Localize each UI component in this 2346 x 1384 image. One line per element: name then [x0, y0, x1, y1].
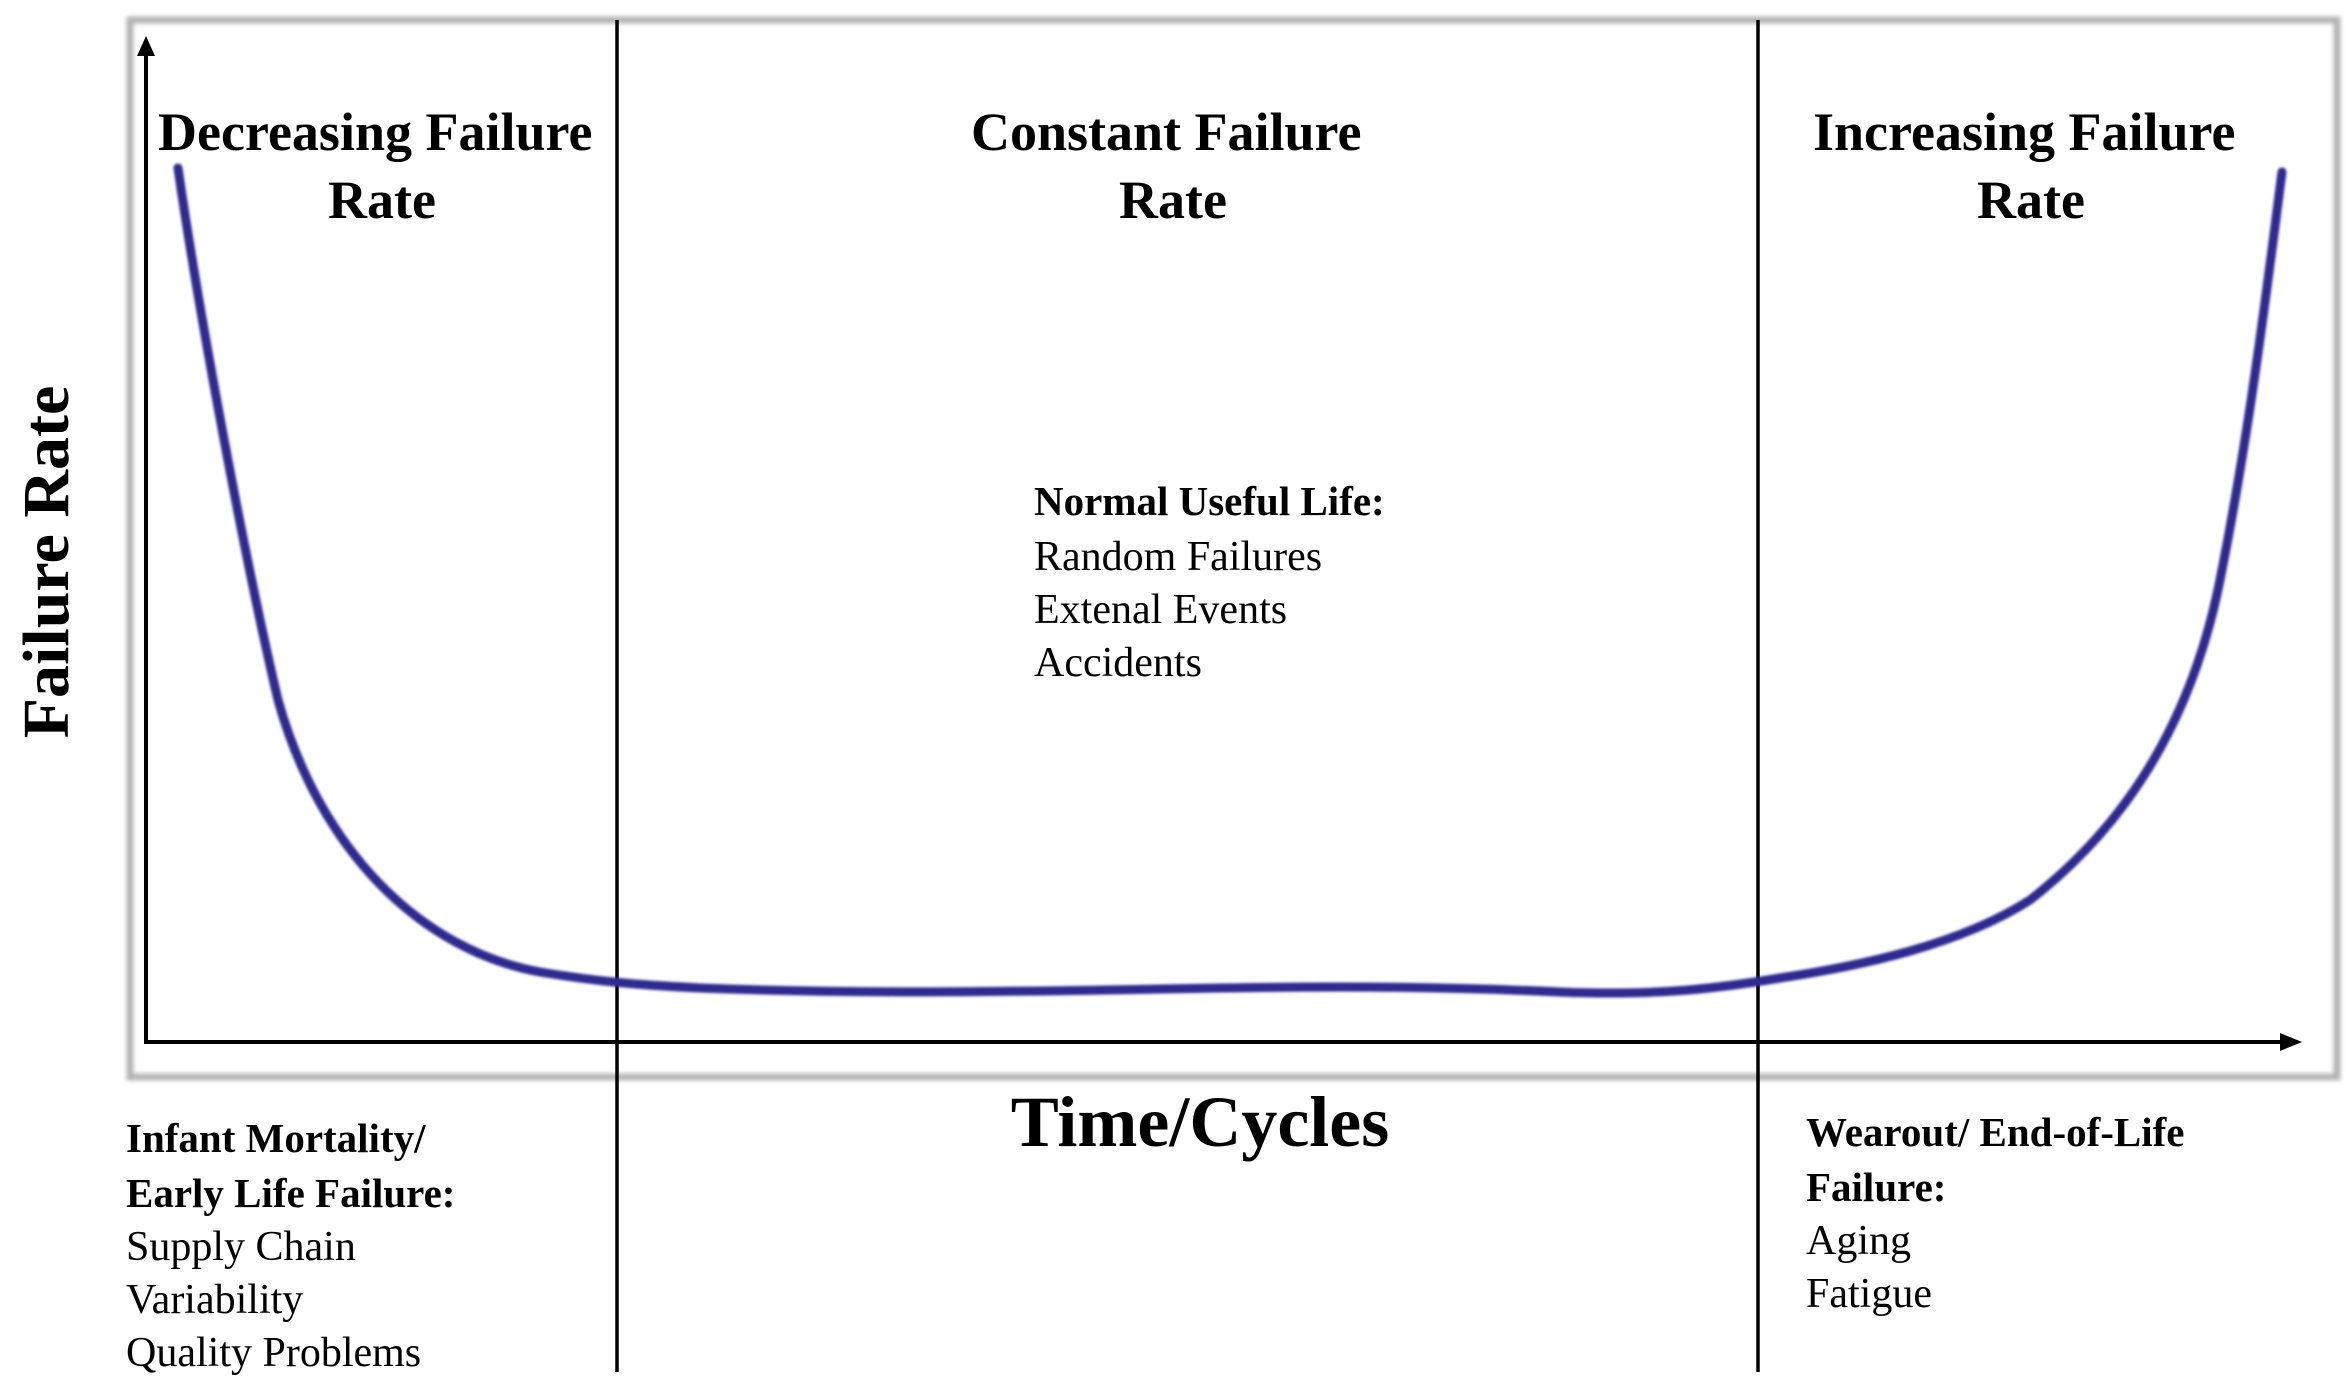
- y-axis-label: Failure Rate: [10, 386, 83, 739]
- x-axis-arrowhead: [2280, 1033, 2302, 1051]
- useful-life-note: Normal Useful Life: Random Failures Exte…: [1034, 478, 1389, 686]
- y-axis-arrowhead: [137, 36, 155, 56]
- plot-frame: [126, 16, 2341, 1081]
- region-title-increasing: Increasing Failure Rate: [1813, 102, 2249, 230]
- region-title-decreasing: Decreasing Failure Rate: [158, 102, 606, 230]
- y-axis: [137, 36, 155, 1042]
- wearout-note: Wearout/ End-of-Life Failure: Aging Fati…: [1806, 1109, 2189, 1317]
- region-title-constant: Constant Failure Rate: [971, 102, 1375, 230]
- early-life-note: Infant Mortality/ Early Life Failure: Su…: [126, 1115, 459, 1376]
- x-axis-label: Time/Cycles: [1011, 1082, 1390, 1162]
- bathtub-curve: [173, 163, 2287, 998]
- x-axis: [144, 1033, 2302, 1051]
